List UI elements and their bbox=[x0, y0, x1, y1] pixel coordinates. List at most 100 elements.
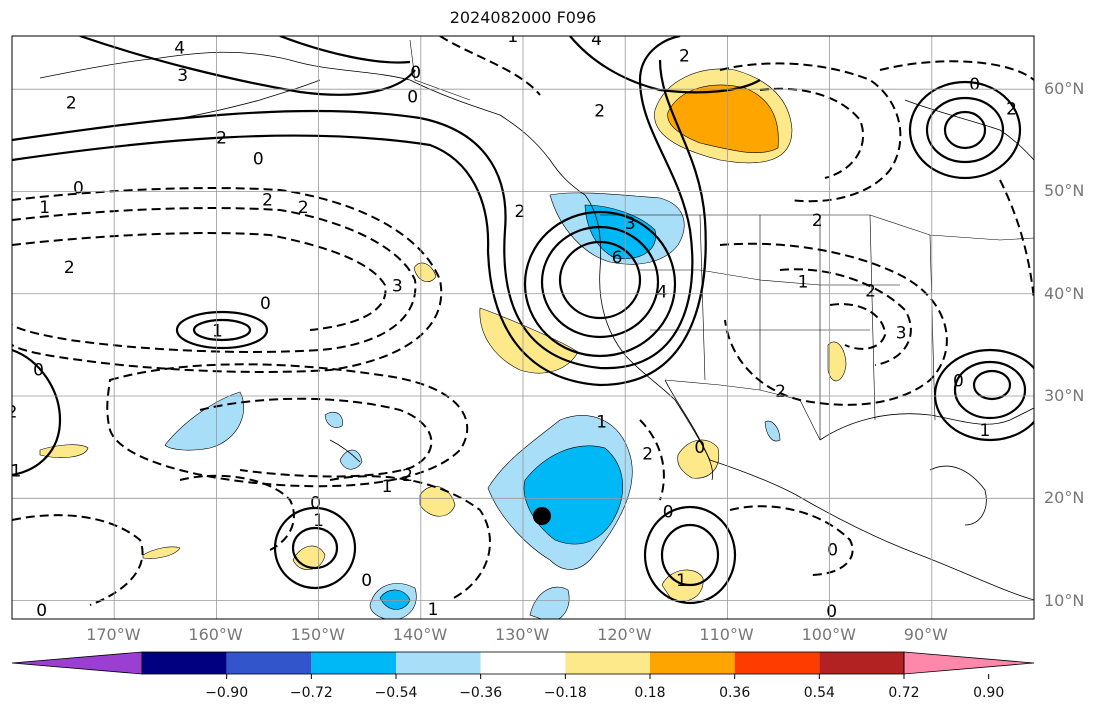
contour-label-48: 4 bbox=[174, 38, 185, 58]
contour-label-45: 0 bbox=[953, 372, 964, 392]
low-center-marker bbox=[533, 507, 551, 525]
shade-small-blue-5 bbox=[529, 586, 570, 619]
lon-label-7: 100°W bbox=[801, 625, 856, 644]
lat-label-2: 40°N bbox=[1044, 283, 1085, 303]
shade-baja-yellow bbox=[677, 439, 720, 479]
contour-label-6: 1 bbox=[39, 198, 50, 218]
lon-label-4: 130°W bbox=[495, 625, 550, 644]
coast-yucatan bbox=[929, 465, 987, 526]
shade-offshore-yellow bbox=[479, 307, 579, 374]
colorbar-label-0: −0.90 bbox=[205, 685, 249, 701]
shade-small-blue-1 bbox=[324, 411, 343, 428]
coast-hawaii bbox=[329, 439, 361, 463]
contour-label-26: 0 bbox=[663, 503, 674, 523]
dash-hudson-outer bbox=[879, 60, 1034, 81]
colorbar-label-8: 0.72 bbox=[888, 685, 920, 701]
contour-label-23: 1 bbox=[596, 413, 607, 433]
dash-canada-1 bbox=[719, 62, 902, 203]
contour-label-4: 0 bbox=[253, 150, 264, 170]
contour-label-46: 1 bbox=[980, 421, 991, 441]
contour-epac-2 bbox=[660, 523, 720, 587]
shade-small-yellow-5 bbox=[292, 545, 326, 570]
coast-gulf bbox=[819, 407, 1034, 441]
contour-pacnw-outer-2 bbox=[12, 59, 707, 387]
lon-label-8: 90°W bbox=[903, 625, 948, 644]
dash-west-2 bbox=[12, 207, 417, 353]
contour-lines-solid bbox=[12, 36, 1034, 605]
contour-label-41: 2 bbox=[812, 211, 823, 231]
shade-gulf-alaska-orange bbox=[667, 84, 779, 153]
contour-label-24: 2 bbox=[642, 444, 653, 464]
shade-rockies-yellow bbox=[827, 341, 847, 382]
contour-label-2: 2 bbox=[66, 93, 77, 113]
map-title: 2024082000 F096 bbox=[449, 8, 597, 27]
coast-alaska bbox=[39, 51, 586, 196]
contour-label-9: 2 bbox=[64, 258, 75, 278]
coast-baja bbox=[664, 379, 714, 481]
contour-label-7: 2 bbox=[298, 198, 309, 218]
colorbar-label-3: −0.36 bbox=[459, 685, 503, 701]
dash-east-edge bbox=[999, 179, 1034, 301]
contour-label-10: 0 bbox=[260, 294, 271, 314]
contour-label-22: 0 bbox=[36, 601, 47, 621]
dash-mexico bbox=[729, 505, 854, 576]
contour-southeast-3 bbox=[972, 369, 1012, 401]
lat-label-5: 10°N bbox=[1044, 590, 1085, 610]
contour-label-44: 3 bbox=[896, 324, 907, 344]
contour-pacnw-low-2 bbox=[540, 225, 660, 339]
colorbar bbox=[11, 651, 1035, 679]
contour-label-11: 1 bbox=[212, 322, 223, 342]
contour-label-25: 0 bbox=[694, 438, 705, 458]
shade-gulf-blue bbox=[764, 420, 781, 442]
colorbar-swatch-8 bbox=[819, 652, 904, 674]
map-frame bbox=[11, 35, 1035, 620]
contour-label-28: 0 bbox=[827, 540, 838, 560]
lon-label-3: 140°W bbox=[392, 625, 448, 644]
dash-south-2 bbox=[179, 474, 295, 551]
dash-subtrop-2 bbox=[199, 397, 433, 478]
colorbar-extend-high bbox=[903, 651, 1035, 675]
contour-label-5: 0 bbox=[73, 178, 84, 198]
colorbar-swatch-2 bbox=[311, 652, 396, 674]
contour-pacnw-low-1 bbox=[558, 240, 642, 320]
shade-pacnw-blue bbox=[584, 204, 657, 260]
contour-label-13: 1 bbox=[11, 462, 22, 482]
dash-rockies-3 bbox=[829, 303, 887, 350]
lat-label-0: 60°N bbox=[1044, 79, 1085, 99]
contour-label-35: 2 bbox=[679, 46, 690, 66]
colorbar-swatch-6 bbox=[650, 652, 735, 674]
contour-west-edge bbox=[12, 348, 62, 477]
contour-epac-1 bbox=[643, 505, 737, 605]
contour-label-1: 0 bbox=[407, 87, 418, 107]
contour-southeast-2 bbox=[953, 360, 1027, 420]
colorbar-label-1: −0.72 bbox=[289, 685, 333, 701]
shade-small-yellow-2 bbox=[419, 486, 456, 517]
border-states-5 bbox=[869, 214, 876, 421]
gridlines bbox=[12, 36, 1034, 619]
dash-ne-pac bbox=[439, 36, 541, 96]
political-borders bbox=[409, 39, 1034, 441]
contour-pac-sw-2 bbox=[291, 526, 339, 570]
contour-label-37: 1 bbox=[507, 27, 518, 47]
shade-small-yellow-1 bbox=[413, 262, 437, 282]
colorbar-extend-low bbox=[11, 651, 143, 675]
lon-label-5: 120°W bbox=[597, 625, 652, 644]
lon-label-6: 110°W bbox=[699, 625, 754, 644]
contour-label-47: 2 bbox=[775, 382, 786, 402]
contour-gulf-ak bbox=[569, 36, 761, 94]
colorbar-swatch-5 bbox=[565, 652, 650, 674]
lat-label-3: 30°N bbox=[1044, 386, 1085, 406]
dash-rockies-1 bbox=[719, 242, 948, 406]
contour-label-49: 3 bbox=[177, 66, 188, 86]
lon-label-0: 170°W bbox=[86, 625, 141, 644]
contour-label-43: 2 bbox=[865, 282, 876, 302]
contour-north-1 bbox=[79, 36, 416, 96]
contour-label-0: 0 bbox=[410, 63, 421, 83]
contour-lines-dashed bbox=[12, 36, 1034, 606]
contour-label-14: 2 bbox=[7, 402, 18, 422]
colorbar-swatch-1 bbox=[226, 652, 312, 674]
contour-label-27: 1 bbox=[676, 571, 687, 591]
lat-label-4: 20°N bbox=[1044, 488, 1085, 508]
border-states-2 bbox=[699, 214, 706, 381]
